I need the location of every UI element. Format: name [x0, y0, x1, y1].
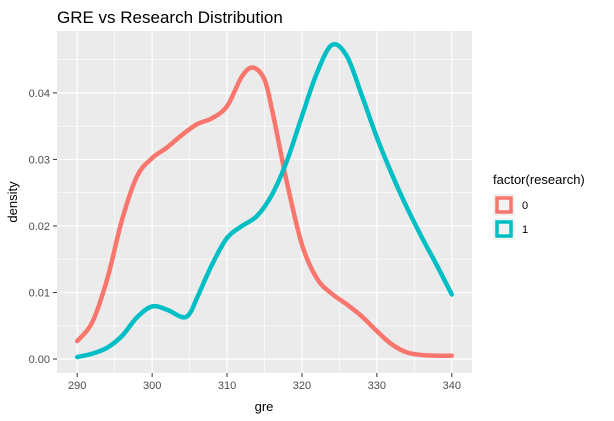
y-tick-label: 0.04 — [29, 88, 50, 100]
legend-key-1 — [495, 220, 513, 238]
y-tick-label: 0.00 — [29, 354, 50, 366]
x-tick-label: 290 — [68, 380, 86, 392]
chart-title: GRE vs Research Distribution — [57, 8, 283, 27]
legend-items: 01 — [493, 194, 528, 240]
major-gridlines — [57, 31, 472, 373]
x-tick-label: 330 — [368, 380, 386, 392]
y-axis-title: density — [5, 181, 20, 223]
y-tick-label: 0.02 — [29, 221, 50, 233]
y-axis: 0.00 0.01 0.02 0.03 0.04 — [29, 88, 57, 366]
legend-item-0: 0 — [493, 194, 528, 216]
density-line-research-1 — [74, 42, 455, 360]
series-layer — [74, 42, 455, 360]
x-tick-label: 310 — [218, 380, 236, 392]
x-tick-label: 340 — [443, 380, 461, 392]
x-tick-label: 320 — [293, 380, 311, 392]
x-axis-title: gre — [255, 399, 274, 414]
x-axis: 290 300 310 320 330 340 — [68, 373, 461, 392]
y-tick-label: 0.03 — [29, 154, 50, 166]
legend-key-0 — [495, 196, 513, 214]
legend-label-0: 0 — [522, 200, 528, 212]
legend-item-1: 1 — [493, 218, 528, 240]
density-line-research-0 — [74, 65, 455, 358]
legend: factor(research) 01 — [493, 172, 585, 240]
legend-label-1: 1 — [522, 224, 528, 236]
x-tick-label: 300 — [143, 380, 161, 392]
y-tick-label: 0.01 — [29, 287, 50, 299]
legend-title: factor(research) — [493, 172, 585, 187]
minor-gridlines — [57, 31, 472, 373]
